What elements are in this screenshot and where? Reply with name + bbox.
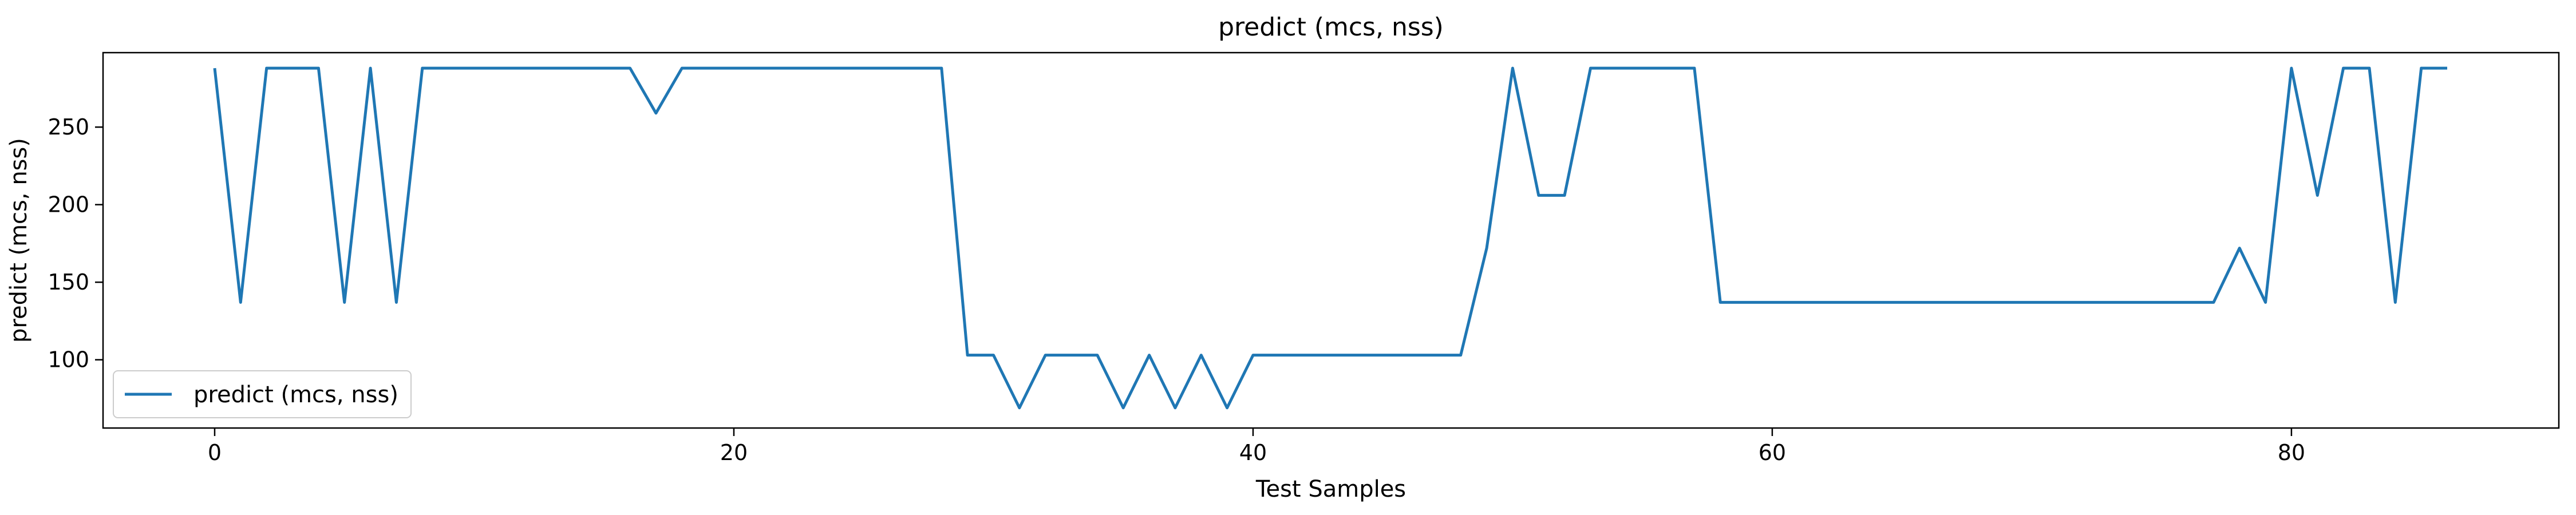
legend: predict (mcs, nss)	[113, 370, 412, 418]
x-tick-label: 0	[208, 440, 222, 465]
y-tick-label: 200	[48, 192, 89, 217]
x-tick-label: 20	[720, 440, 748, 465]
y-tick-label: 100	[48, 347, 89, 373]
x-axis: 0 20 40 60 80	[208, 428, 2305, 465]
x-axis-label: Test Samples	[1255, 476, 1406, 502]
y-tick-label: 250	[48, 114, 89, 140]
legend-box	[113, 370, 412, 418]
x-tick-label: 40	[1239, 440, 1267, 465]
y-axis-label: predict (mcs, nss)	[6, 138, 32, 343]
chart-title: predict (mcs, nss)	[1218, 13, 1444, 42]
y-tick-label: 150	[48, 270, 89, 295]
y-axis: 100 150 200 250	[48, 114, 103, 373]
x-tick-label: 80	[2278, 440, 2305, 465]
legend-label: predict (mcs, nss)	[193, 382, 398, 408]
plot-area	[102, 52, 2560, 429]
series-line	[213, 66, 2447, 410]
x-tick-label: 60	[1759, 440, 1786, 465]
